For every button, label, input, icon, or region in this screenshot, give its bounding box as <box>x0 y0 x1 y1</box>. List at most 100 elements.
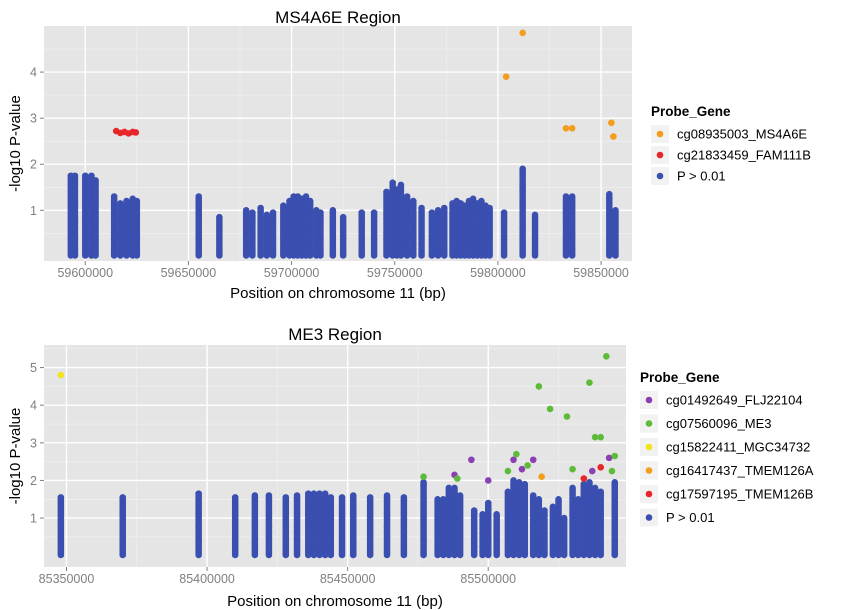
chart-panel-1: 59600000 59650000 59700000 59750000 59800000… <box>7 8 811 302</box>
data-point <box>317 209 324 216</box>
legend-key <box>645 490 653 498</box>
data-point <box>316 490 323 497</box>
legend-label: cg15822411_MGC34732 <box>666 440 810 455</box>
series-p-gt-0.01 <box>67 165 619 259</box>
data-point <box>560 514 568 522</box>
x-tick-label: 59700000 <box>264 266 320 280</box>
legend-key <box>645 443 653 451</box>
legend-label: cg07560096_ME3 <box>666 416 772 431</box>
data-point <box>397 181 405 189</box>
data-point <box>110 193 118 200</box>
data-point <box>591 433 599 441</box>
data-point <box>119 494 127 501</box>
data-point <box>57 494 65 501</box>
x-tick-label: 59600000 <box>57 266 113 280</box>
data-point <box>434 207 442 214</box>
data-point <box>251 492 259 499</box>
x-tick-label: 59750000 <box>367 266 423 280</box>
data-point <box>569 484 576 492</box>
legend-label: P > 0.01 <box>666 510 715 525</box>
data-point <box>580 475 588 482</box>
data-point <box>502 73 510 80</box>
y-tick-label: 4 <box>30 399 37 413</box>
series-cg21833459-fam111b <box>112 127 140 137</box>
x-tick-label: 59650000 <box>161 266 217 280</box>
legend: Probe_Gene cg01492649_FLJ22104 cg07560096_… <box>640 370 814 527</box>
data-point <box>302 193 310 200</box>
data-point <box>611 452 619 460</box>
data-point <box>310 490 318 497</box>
data-point <box>366 494 374 501</box>
x-tick-label: 85450000 <box>320 572 376 586</box>
data-point <box>263 211 271 219</box>
data-point <box>293 492 301 499</box>
data-point <box>484 477 492 484</box>
data-point <box>451 484 458 492</box>
plot-background <box>44 345 626 567</box>
series-p-gt-0.01 <box>57 477 619 559</box>
data-point <box>88 172 95 180</box>
data-point <box>546 405 554 413</box>
data-point <box>611 479 619 486</box>
data-point <box>420 479 427 486</box>
data-point <box>132 129 140 136</box>
data-point <box>612 207 619 214</box>
data-point <box>265 492 273 499</box>
data-marks <box>57 352 619 559</box>
data-point <box>410 197 417 205</box>
data-point <box>563 413 571 420</box>
data-point <box>493 511 500 518</box>
data-point <box>574 495 582 503</box>
data-point <box>389 179 396 186</box>
legend-key <box>645 420 653 427</box>
data-point <box>445 484 453 492</box>
data-point <box>569 465 576 473</box>
data-point <box>562 193 570 200</box>
data-point <box>513 450 520 458</box>
data-point <box>605 454 613 462</box>
data-point <box>92 177 99 184</box>
x-tick-label: 85400000 <box>179 572 235 586</box>
series-cg01492649-flj22104 <box>451 454 613 484</box>
data-point <box>515 479 523 486</box>
data-point <box>81 172 89 180</box>
data-point <box>518 465 526 473</box>
data-point <box>469 195 477 203</box>
data-point <box>269 209 277 216</box>
data-point <box>257 204 264 212</box>
data-point <box>71 172 79 180</box>
data-point <box>403 193 411 200</box>
data-point <box>216 213 223 221</box>
data-point <box>524 462 531 469</box>
data-point <box>479 511 486 518</box>
y-tick-label: 5 <box>30 361 37 375</box>
data-point <box>249 209 256 216</box>
y-tick-label: 1 <box>30 512 37 526</box>
data-point <box>338 494 346 501</box>
data-point <box>383 188 390 196</box>
chart-title: MS4A6E Region <box>275 8 401 27</box>
data-point <box>242 207 250 214</box>
data-point <box>484 499 492 507</box>
data-point <box>282 494 290 501</box>
data-point <box>541 507 548 514</box>
y-tick-label: 4 <box>30 66 37 80</box>
data-point <box>470 507 478 514</box>
y-tick-label: 2 <box>30 158 37 172</box>
legend-title: Probe_Gene <box>651 104 731 119</box>
data-point <box>434 495 441 503</box>
data-point <box>510 477 517 484</box>
data-point <box>610 133 617 140</box>
legend-key <box>656 151 664 159</box>
x-tick-label: 85350000 <box>39 572 95 586</box>
data-point <box>117 200 124 207</box>
data-point <box>535 383 543 390</box>
data-point <box>568 124 576 132</box>
data-point <box>504 488 512 496</box>
data-point <box>535 495 543 503</box>
data-point <box>486 204 493 212</box>
series-cg15822411-mgc34732 <box>57 371 65 379</box>
data-point <box>339 213 347 221</box>
data-marks <box>67 29 619 259</box>
data-point <box>231 494 239 501</box>
